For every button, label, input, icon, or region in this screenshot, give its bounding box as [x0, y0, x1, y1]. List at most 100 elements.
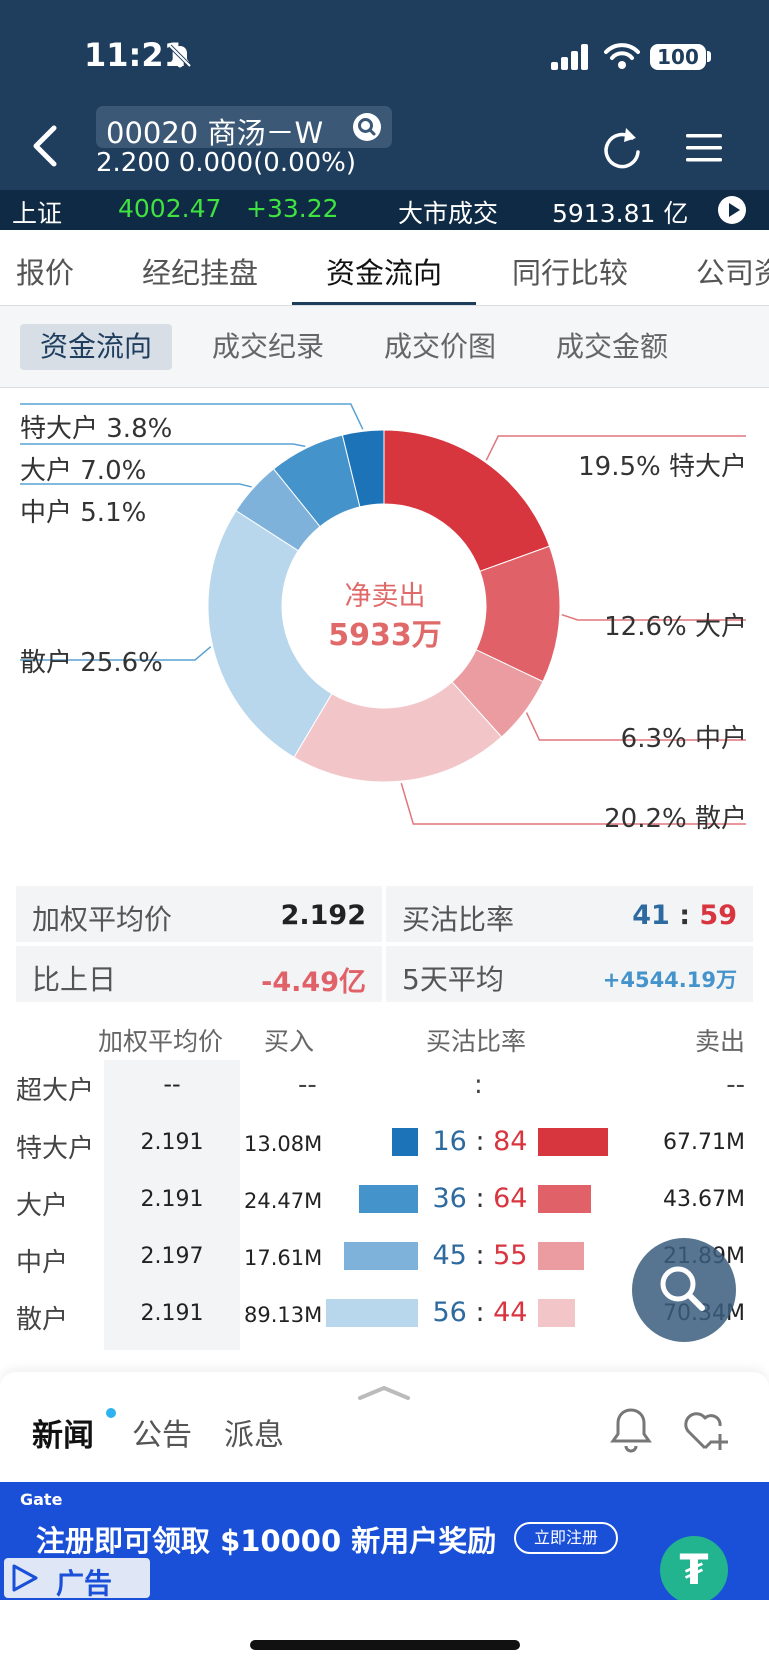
- table-row-super: 超大户 -- -- : --: [0, 1056, 769, 1114]
- refresh-icon[interactable]: [600, 124, 644, 172]
- sub-tab-bar: 资金流向 成交纪录 成交价图 成交金额: [0, 306, 769, 388]
- donut-chart-svg: [20, 403, 746, 825]
- leader-line-buy-large: [20, 443, 306, 448]
- table-row-large: 大户 2.191 24.47M 36 : 64 43.67M: [0, 1171, 769, 1229]
- tab-peer-compare[interactable]: 同行比较: [512, 256, 629, 290]
- label-buy-medium: 中户 5.1%: [20, 498, 147, 528]
- stock-name[interactable]: 00020 商汤－W: [106, 116, 324, 150]
- buy-bar: [326, 1299, 418, 1327]
- battery-tip: [707, 51, 711, 62]
- home-indicator: [250, 1640, 520, 1650]
- summary-wavg: 加权平均价 2.192: [16, 886, 382, 942]
- battery-icon: 100: [650, 44, 706, 70]
- prev-value: -4.49亿: [261, 967, 366, 998]
- leader-line-sell-retail: [400, 782, 746, 825]
- leader-line-sell-medium: [525, 712, 746, 741]
- leader-line-buy-retail: [20, 646, 212, 661]
- ratio-label: 买沽比率: [402, 903, 515, 936]
- index-ticker[interactable]: 上证 4002.47 +33.22 大市成交 5913.81 亿: [0, 190, 769, 230]
- ratio-buy: 56: [432, 1297, 467, 1328]
- leader-line-buy-medium: [20, 483, 252, 488]
- ratio-sell: 44: [493, 1297, 528, 1328]
- news-tab-news[interactable]: 新闻: [32, 1418, 94, 1454]
- stock-price-line: 2.200 0.000(0.00%): [96, 148, 357, 178]
- main-tab-bar: 报价 经纪挂盘 资金流向 同行比较 公司资料: [0, 230, 769, 306]
- avg-column-bg: [104, 1060, 240, 1350]
- subtab-turnover[interactable]: 成交金额: [555, 330, 668, 363]
- tab-quote[interactable]: 报价: [16, 256, 75, 290]
- header-buy: 买入: [264, 1027, 315, 1056]
- ratio-sell: 55: [493, 1240, 528, 1271]
- tab-broker-queue[interactable]: 经纪挂盘: [142, 256, 259, 290]
- app-header: 11:21 100 00020 商汤－W 2.200 0.000(0.00%): [0, 0, 769, 190]
- heart-add-icon[interactable]: [680, 1408, 730, 1454]
- turnover-value: 5913.81 亿: [552, 199, 689, 228]
- turnover-label: 大市成交: [398, 199, 499, 228]
- play-icon[interactable]: [718, 196, 746, 224]
- signal-icon: [551, 44, 588, 70]
- row-ratio: 36 : 64: [420, 1183, 540, 1214]
- back-arrow-icon[interactable]: [28, 122, 64, 170]
- label-buy-super: 特大户 3.8%: [20, 414, 173, 444]
- table-row-super: 特大户 2.191 13.08M 16 : 84 67.71M: [0, 1114, 769, 1172]
- avg5-value: +4544.19万: [602, 968, 737, 992]
- stock-search-box[interactable]: [96, 106, 392, 148]
- news-panel: 新闻 公告 派息: [0, 1372, 769, 1482]
- donut-slice-buy-super: [341, 429, 385, 508]
- label-sell-large: 12.6% 大户: [604, 612, 747, 642]
- ratio-sep: :: [466, 1183, 494, 1214]
- chevron-up-icon[interactable]: [356, 1382, 412, 1402]
- label-sell-medium: 6.3% 中户: [620, 724, 747, 754]
- row-ratio: :: [474, 1070, 483, 1100]
- summary-panel: 加权平均价 2.192 买沽比率 41 : 59 比上日 -4.49亿 5天平均…: [16, 886, 753, 1002]
- status-time: 11:21: [84, 36, 186, 74]
- buy-bar: [392, 1128, 418, 1156]
- index-value: 4002.47: [118, 194, 222, 223]
- summary-ratio: 买沽比率 41 : 59: [386, 886, 753, 942]
- ad-play-icon: [12, 1564, 38, 1592]
- ratio-sell: 59: [699, 900, 737, 931]
- ad-tag-label: 广告: [56, 1567, 113, 1600]
- ratio-sep: :: [466, 1126, 494, 1157]
- news-tab-announcements[interactable]: 公告: [132, 1418, 192, 1453]
- ad-headline: 注册即可领取 $10000 新用户奖励: [36, 1524, 497, 1558]
- tab-capital-flow[interactable]: 资金流向: [326, 256, 443, 290]
- leader-line-sell-super: [485, 435, 746, 461]
- tether-coin-icon: ₮: [660, 1536, 728, 1600]
- ratio-sep: :: [466, 1240, 494, 1271]
- news-tab-dividends[interactable]: 派息: [224, 1418, 284, 1453]
- tab-company-info[interactable]: 公司资料: [696, 256, 769, 290]
- subtab-price-chart[interactable]: 成交价图: [383, 330, 496, 363]
- floating-search-button[interactable]: [632, 1238, 736, 1342]
- search-icon[interactable]: [352, 112, 382, 142]
- subtab-capital-flow[interactable]: 资金流向: [20, 324, 172, 370]
- ratio-sell: 84: [493, 1126, 528, 1157]
- row-ratio: 16 : 84: [420, 1126, 540, 1157]
- row-sell: 43.67M: [663, 1187, 745, 1212]
- ad-register-button[interactable]: 立即注册: [514, 1522, 618, 1554]
- row-sell: --: [726, 1070, 745, 1100]
- wavg-label: 加权平均价: [32, 903, 173, 936]
- leader-line-sell-large: [561, 613, 746, 621]
- sell-bar: [538, 1185, 591, 1213]
- active-tab-indicator: [292, 302, 476, 305]
- ad-banner[interactable]: Gate 注册即可领取 $10000 新用户奖励 立即注册 ₮ 广告: [0, 1482, 769, 1600]
- unread-dot: [106, 1408, 116, 1418]
- label-buy-large: 大户 7.0%: [20, 456, 147, 486]
- ratio-value: 41 : 59: [632, 900, 737, 931]
- table-row-retail: 散户 2.191 89.13M 56 : 44 70.34M: [0, 1285, 769, 1343]
- sell-bar: [538, 1299, 575, 1327]
- ratio-buy: 41: [632, 900, 670, 931]
- bell-icon[interactable]: [608, 1404, 654, 1456]
- index-change: +33.22: [246, 194, 339, 223]
- flow-table: 加权平均价 买入 买沽比率 卖出 超大户 -- -- : -- 特大户 2.191…: [0, 1012, 769, 1350]
- buy-bar: [359, 1185, 418, 1213]
- row-name: 中户: [16, 1248, 69, 1278]
- menu-icon[interactable]: [684, 128, 724, 168]
- row-buy: 17.61M: [244, 1246, 323, 1270]
- row-avg: 2.191: [140, 1130, 204, 1155]
- subtab-trade-records[interactable]: 成交纪录: [211, 330, 324, 363]
- header-avg: 加权平均价: [98, 1027, 224, 1056]
- summary-prev: 比上日 -4.49亿: [16, 946, 382, 1002]
- label-sell-super: 19.5% 特大户: [578, 452, 747, 482]
